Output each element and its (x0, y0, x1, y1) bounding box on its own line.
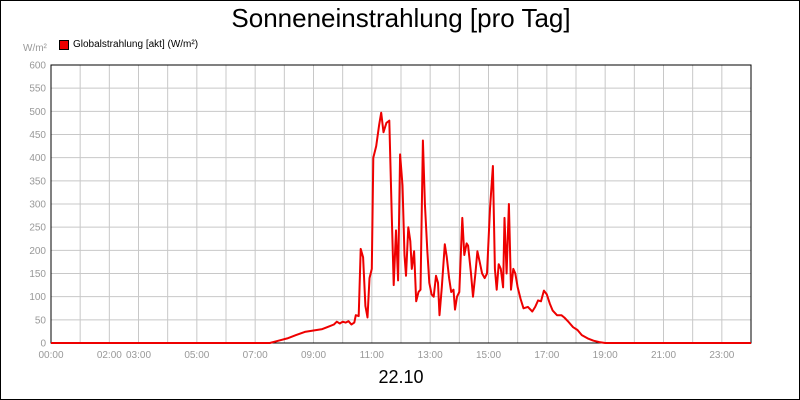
y-tick-label: 350 (29, 176, 46, 187)
x-tick-label: 07:00 (243, 350, 268, 361)
plot-border (50, 64, 752, 344)
legend-swatch (59, 39, 69, 50)
y-tick-label: 500 (29, 107, 46, 118)
y-tick-label: 250 (29, 223, 46, 234)
x-tick-label: 17:00 (534, 350, 559, 361)
y-tick-label: 0 (40, 339, 46, 350)
y-tick-label: 300 (29, 200, 46, 211)
series-line-globalstrahlung (51, 111, 751, 344)
legend-label: Globalstrahlung [akt] (W/m²) (73, 39, 199, 50)
x-tick-label: 11:00 (360, 350, 385, 361)
y-tick-label: 100 (29, 292, 46, 303)
y-tick-label: 400 (29, 153, 46, 164)
y-tick-label: 50 (35, 315, 47, 326)
x-tick-label: 09:00 (301, 350, 326, 361)
x-tick-label: 21:00 (651, 350, 676, 361)
x-tick-label: 15:00 (476, 350, 501, 361)
legend: Globalstrahlung [akt] (W/m²) (59, 39, 198, 50)
y-axis-unit-label: W/m² (23, 43, 47, 54)
x-tick-label: 03:00 (126, 350, 151, 361)
y-tick-label: 550 (29, 84, 46, 95)
y-tick-label: 600 (29, 61, 46, 72)
x-tick-label: 00:00 (38, 350, 63, 361)
x-tick-label: 05:00 (184, 350, 209, 361)
x-tick-label: 13:00 (418, 350, 443, 361)
chart-title: Sonneneinstrahlung [pro Tag] (231, 3, 571, 33)
y-tick-label: 150 (29, 269, 46, 280)
x-tick-label: 23:00 (709, 350, 734, 361)
y-tick-label: 200 (29, 246, 46, 257)
x-tick-label: 19:00 (593, 350, 618, 361)
x-tick-label: 02:00 (97, 350, 122, 361)
date-label: 22.10 (378, 367, 424, 387)
y-tick-label: 450 (29, 130, 46, 141)
